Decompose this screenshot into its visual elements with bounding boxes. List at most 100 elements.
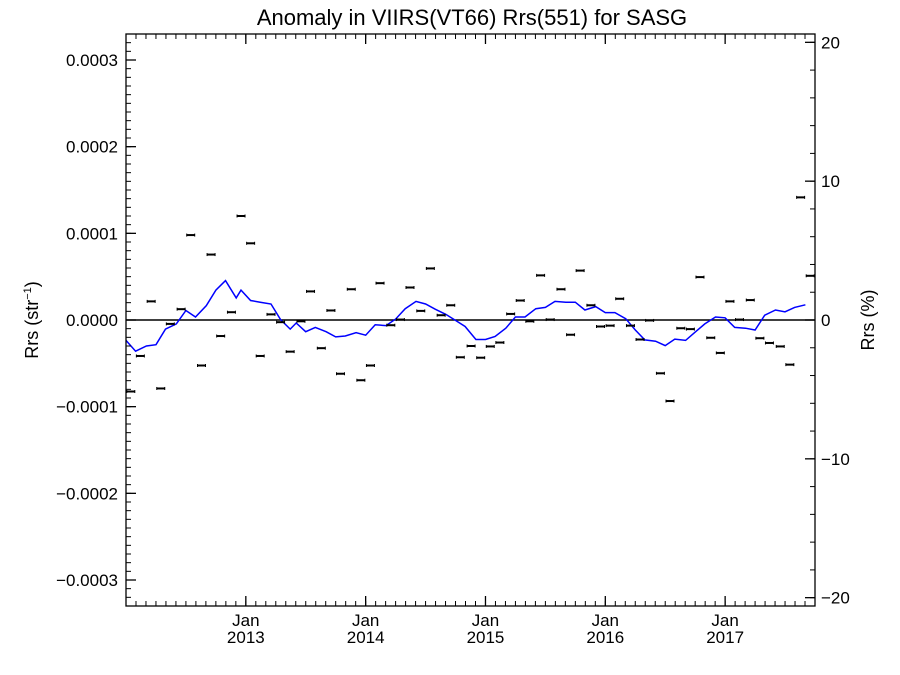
y-axis-left-label: Rrs (str−1) xyxy=(22,281,42,359)
data-point xyxy=(466,344,476,348)
data-point xyxy=(635,338,645,341)
data-point xyxy=(536,273,546,277)
data-point xyxy=(706,336,716,340)
chart-title: Anomaly in VIIRS(VT66) Rrs(551) for SASG xyxy=(257,5,687,30)
x-tick-month-label: Jan xyxy=(592,611,619,630)
data-point xyxy=(695,275,705,279)
data-point xyxy=(805,274,815,278)
data-point xyxy=(455,355,465,359)
data-point xyxy=(375,281,385,285)
x-tick-year-label: 2014 xyxy=(347,628,385,647)
data-point xyxy=(596,325,606,328)
x-tick-month-label: Jan xyxy=(232,611,259,630)
x-tick-month-label: Jan xyxy=(711,611,738,630)
y-tick-label: −0.0002 xyxy=(56,484,118,503)
data-point xyxy=(246,241,256,245)
data-point xyxy=(566,333,576,337)
y-tick-label: −0.0001 xyxy=(56,398,118,417)
data-point xyxy=(226,310,236,314)
data-point xyxy=(545,318,555,322)
running-mean-layer xyxy=(125,279,806,353)
x-tick-year-label: 2013 xyxy=(227,628,265,647)
data-point xyxy=(665,399,675,403)
data-point xyxy=(676,326,686,330)
data-point xyxy=(725,299,735,303)
y-axis-left: 0.0003 0.0002 0.0001 0.0000 −0.0001 −0.0002 −0… xyxy=(56,33,136,607)
data-point xyxy=(625,324,635,328)
data-point xyxy=(485,344,495,348)
data-point xyxy=(296,319,306,323)
data-point xyxy=(165,322,175,326)
data-point xyxy=(755,336,765,340)
data-point xyxy=(775,344,785,348)
x-tick-year-label: 2015 xyxy=(467,628,505,647)
data-point xyxy=(346,287,356,291)
data-point xyxy=(326,308,336,312)
x-tick-month-label: Jan xyxy=(472,611,499,630)
y2-tick-label: 20 xyxy=(821,33,840,52)
data-point xyxy=(586,303,596,307)
data-point xyxy=(386,323,396,327)
data-point xyxy=(236,214,246,218)
y-axis-right: 20 10 0 −10 −20 xyxy=(805,33,850,608)
data-point xyxy=(764,341,774,345)
x-tick-year-label: 2017 xyxy=(706,628,744,647)
data-point xyxy=(476,356,486,360)
data-point xyxy=(446,303,456,307)
data-point xyxy=(216,334,226,338)
y-tick-label: 0.0002 xyxy=(66,138,118,157)
data-point xyxy=(615,297,625,301)
data-point xyxy=(605,324,615,328)
data-point xyxy=(255,354,265,358)
x-tick-month-label: Jan xyxy=(352,611,379,630)
y-tick-label: 0.0000 xyxy=(66,311,118,330)
y2-tick-label: 10 xyxy=(821,172,840,191)
data-point xyxy=(196,364,206,367)
y2-tick-label: 0 xyxy=(821,311,830,330)
data-point xyxy=(796,195,806,199)
data-point xyxy=(365,364,375,367)
y2-tick-label: −20 xyxy=(821,589,850,608)
data-point xyxy=(785,363,795,367)
data-point xyxy=(126,390,136,393)
data-point xyxy=(276,320,286,324)
data-point xyxy=(525,319,535,323)
data-point xyxy=(316,346,326,350)
data-points-layer xyxy=(126,195,815,403)
data-point xyxy=(285,350,295,354)
data-point xyxy=(405,286,415,289)
y2-tick-label: −10 xyxy=(821,450,850,469)
data-point xyxy=(655,371,665,375)
data-point xyxy=(436,313,446,317)
data-point xyxy=(506,312,516,316)
data-point xyxy=(395,318,405,322)
data-point xyxy=(425,266,435,270)
data-point xyxy=(515,299,525,302)
data-point xyxy=(356,378,366,382)
data-point xyxy=(146,299,156,303)
data-point xyxy=(715,351,725,355)
data-point xyxy=(735,318,745,322)
data-point xyxy=(206,253,216,257)
data-point xyxy=(745,298,755,302)
data-point xyxy=(335,372,345,376)
data-point xyxy=(186,233,196,237)
y-axis-right-label: Rrs (%) xyxy=(858,290,878,351)
data-point xyxy=(575,269,585,273)
x-tick-year-label: 2016 xyxy=(586,628,624,647)
y-tick-label: 0.0003 xyxy=(66,51,118,70)
data-point xyxy=(645,318,655,322)
data-point xyxy=(556,287,566,291)
data-point xyxy=(416,309,426,313)
data-point xyxy=(176,307,186,311)
y-tick-label: 0.0001 xyxy=(66,224,118,243)
data-point xyxy=(306,289,316,293)
data-point xyxy=(685,327,695,331)
data-point xyxy=(135,354,145,358)
running-mean-line xyxy=(125,279,806,353)
data-point xyxy=(266,312,276,316)
y-tick-label: −0.0003 xyxy=(56,571,118,590)
